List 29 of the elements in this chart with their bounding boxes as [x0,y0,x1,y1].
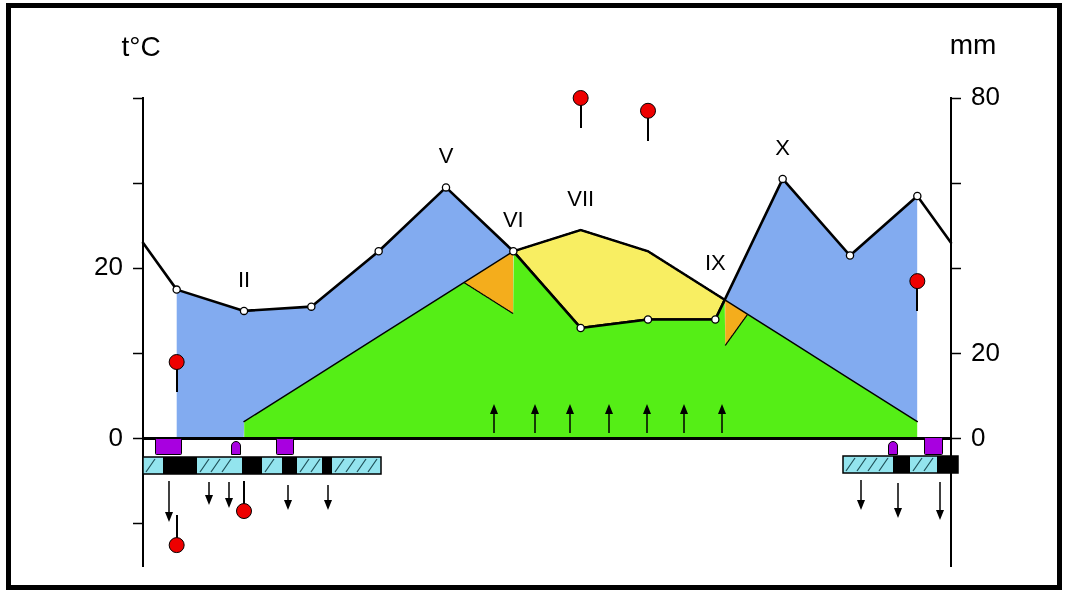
point [640,102,656,119]
point [778,174,787,184]
point [845,251,855,260]
x-tick-label: VI [502,207,524,233]
point [168,354,185,371]
y-axis-title: t°C [121,31,161,62]
point [172,285,181,294]
point [643,315,653,324]
point [374,247,383,256]
point [307,302,316,311]
point [441,183,451,192]
y2-tick-label: 20 [971,336,1000,367]
point [239,306,249,316]
point [572,90,589,106]
x-tick-label: IX [704,249,727,275]
y2-tick-label: 80 [971,81,1000,112]
point [576,323,585,333]
x-tick-label: VII [567,186,595,211]
point [711,315,720,324]
x-tick-label: V [438,143,454,169]
point [909,273,926,290]
point [509,247,518,256]
x-tick-label: II [237,266,251,292]
x-tick-label: X [775,134,791,160]
y2-axis-title: mm [949,29,997,60]
point [236,503,252,520]
point [913,191,922,201]
y2-tick-label: 0 [971,421,986,452]
point [168,537,185,554]
